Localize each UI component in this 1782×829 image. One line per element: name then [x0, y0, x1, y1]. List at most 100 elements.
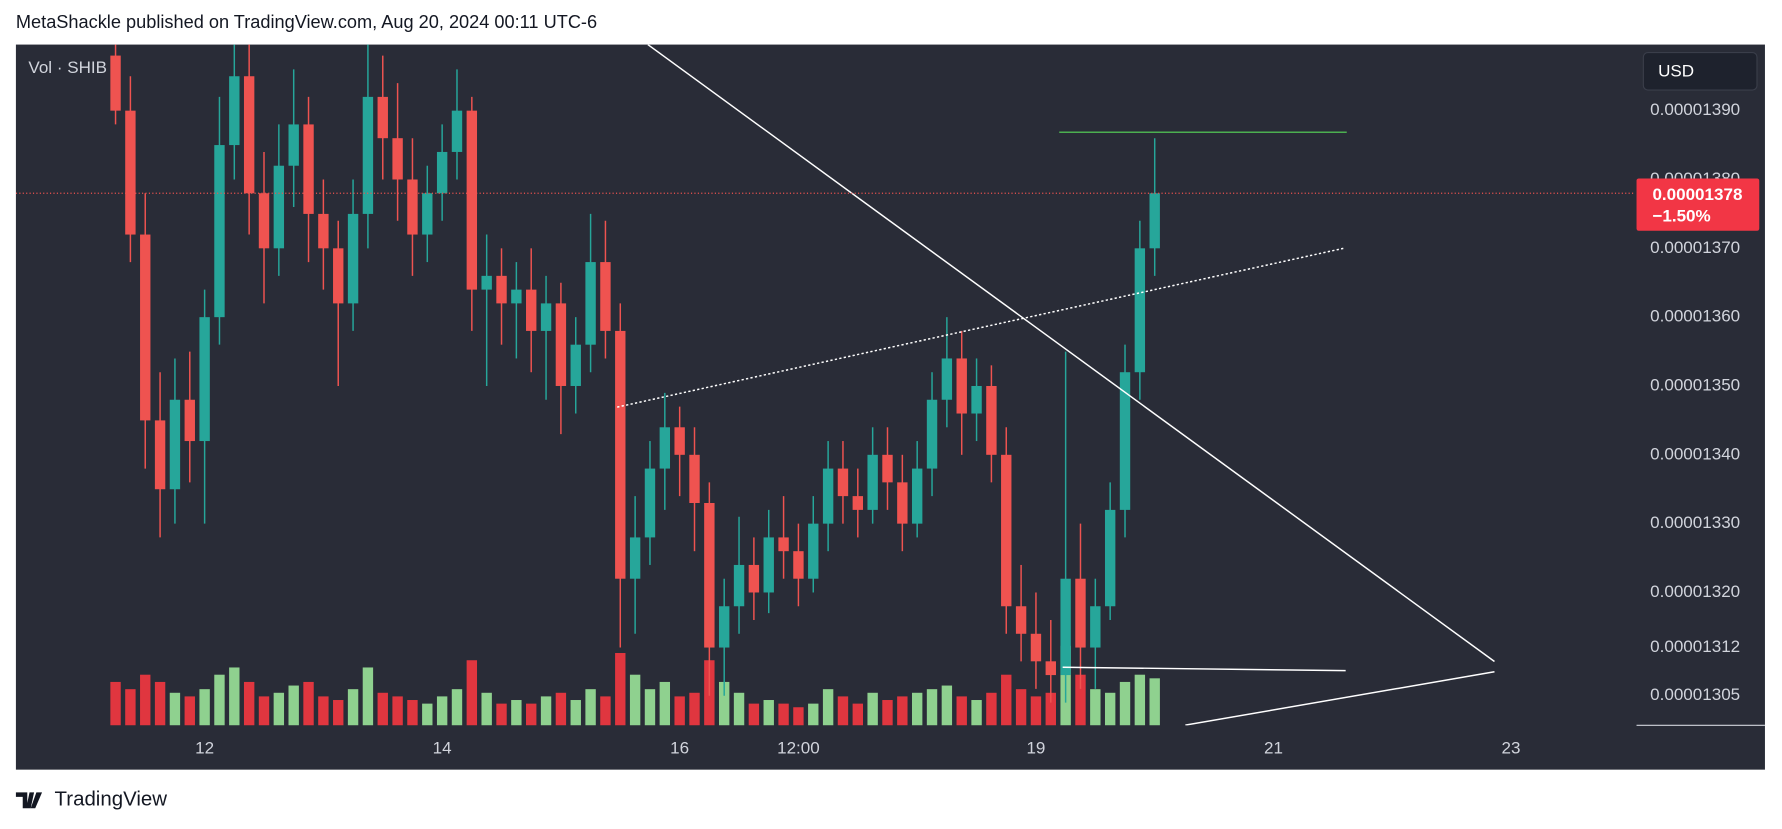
- candle-body: [793, 551, 804, 579]
- volume-bar: [333, 700, 344, 726]
- volume-bar: [748, 703, 760, 726]
- candle-body: [882, 454, 893, 483]
- trend-line: [617, 247, 1345, 408]
- candle-body: [436, 151, 448, 194]
- volume-bar: [184, 696, 195, 726]
- candle-body: [629, 537, 641, 579]
- x-tick-label: 21: [1264, 739, 1283, 758]
- candle-body: [748, 564, 760, 593]
- volume-bar: [733, 692, 745, 726]
- candle-body: [481, 275, 492, 290]
- change-label: −1.50%: [1652, 207, 1710, 226]
- volume-bar: [1001, 674, 1012, 726]
- trend-line: [1185, 671, 1495, 726]
- y-tick-label: 0.00001340: [1650, 444, 1740, 463]
- candle-body: [303, 124, 314, 214]
- volume-bar: [615, 653, 626, 726]
- candle-body: [704, 502, 715, 648]
- candle-body: [852, 496, 863, 510]
- volume-bar: [451, 689, 463, 726]
- volume-bar: [318, 696, 329, 726]
- currency-label[interactable]: USD: [1658, 61, 1694, 80]
- x-tick-label: 16: [670, 739, 689, 758]
- candle-body: [926, 399, 938, 469]
- y-tick-label: 0.00001330: [1650, 513, 1740, 532]
- candle-body: [229, 76, 240, 146]
- volume-bar: [392, 696, 403, 726]
- candle-body: [971, 385, 982, 414]
- volume-bar: [1104, 692, 1116, 726]
- candle-body: [110, 55, 121, 111]
- volume-bar: [763, 700, 774, 726]
- candle-body: [719, 606, 730, 648]
- y-tick-label: 0.00001312: [1650, 637, 1740, 656]
- candle-body: [214, 145, 225, 318]
- trend-line: [1062, 666, 1346, 672]
- candle-body: [644, 468, 656, 538]
- candle-body: [585, 262, 596, 345]
- volume-bar: [347, 689, 359, 726]
- volume-bar: [362, 667, 374, 726]
- x-tick-label: 12:00: [777, 739, 820, 758]
- trend-line: [647, 44, 1495, 663]
- volume-bar: [941, 685, 953, 726]
- brand-logo: TradingView: [15, 788, 167, 811]
- candle-body: [199, 317, 210, 442]
- candle-body: [689, 454, 700, 503]
- candle-body: [956, 358, 967, 414]
- candle-body: [941, 358, 953, 400]
- candle-body: [362, 96, 374, 214]
- candle-body: [837, 468, 849, 497]
- candle-body: [911, 468, 923, 524]
- volume-bar: [1015, 689, 1027, 726]
- candle-body: [1015, 606, 1027, 634]
- volume-bar: [689, 692, 700, 726]
- volume-bar: [822, 689, 834, 726]
- time-axis: 12 14 16 12:00 19 21 23: [195, 739, 1520, 758]
- candle-body: [422, 193, 433, 235]
- candle-body: [154, 420, 166, 490]
- currency-button[interactable]: [1642, 51, 1758, 91]
- volume-bar: [466, 660, 478, 726]
- volume-bar: [644, 689, 656, 726]
- candle-body: [540, 303, 552, 331]
- volume-bar: [555, 692, 567, 726]
- y-tick-label: 0.00001320: [1650, 582, 1740, 601]
- candle-body: [1119, 372, 1131, 510]
- volume-bar: [1119, 681, 1131, 726]
- last-price-box: [1636, 178, 1760, 231]
- candle-body: [140, 234, 151, 421]
- volume-bar: [600, 696, 611, 726]
- volume-bar: [169, 692, 181, 726]
- volume-bar: [956, 696, 967, 726]
- volume-bar: [778, 703, 789, 726]
- candle-body: [808, 523, 819, 579]
- y-tick-label: 0.00001390: [1650, 100, 1740, 119]
- volume-bar: [436, 696, 448, 726]
- volume-bar: [125, 689, 136, 726]
- plot-area: [15, 44, 1635, 726]
- candle-body: [867, 454, 878, 510]
- volume-bar: [481, 692, 492, 726]
- volume-bar: [407, 700, 418, 726]
- candle-body: [184, 399, 195, 442]
- volume-bar: [1134, 674, 1146, 726]
- y-tick-label: 0.00001370: [1650, 238, 1740, 257]
- candle-body: [451, 110, 463, 152]
- candle-body: [511, 289, 522, 304]
- y-tick-label: 0.00001360: [1650, 307, 1740, 326]
- publish-header: MetaShackle published on TradingView.com…: [16, 12, 597, 32]
- volume-bar: [867, 692, 878, 726]
- x-tick-label: 19: [1026, 739, 1045, 758]
- volume-bar: [1030, 696, 1042, 726]
- volume-bar: [897, 696, 908, 726]
- candle-body: [258, 193, 270, 249]
- volume-bar: [719, 681, 730, 726]
- volume-bar: [1075, 674, 1086, 726]
- candle-body: [496, 275, 507, 304]
- volume-bar: [793, 707, 804, 726]
- candle-body: [1090, 606, 1101, 648]
- candle-body: [169, 399, 181, 490]
